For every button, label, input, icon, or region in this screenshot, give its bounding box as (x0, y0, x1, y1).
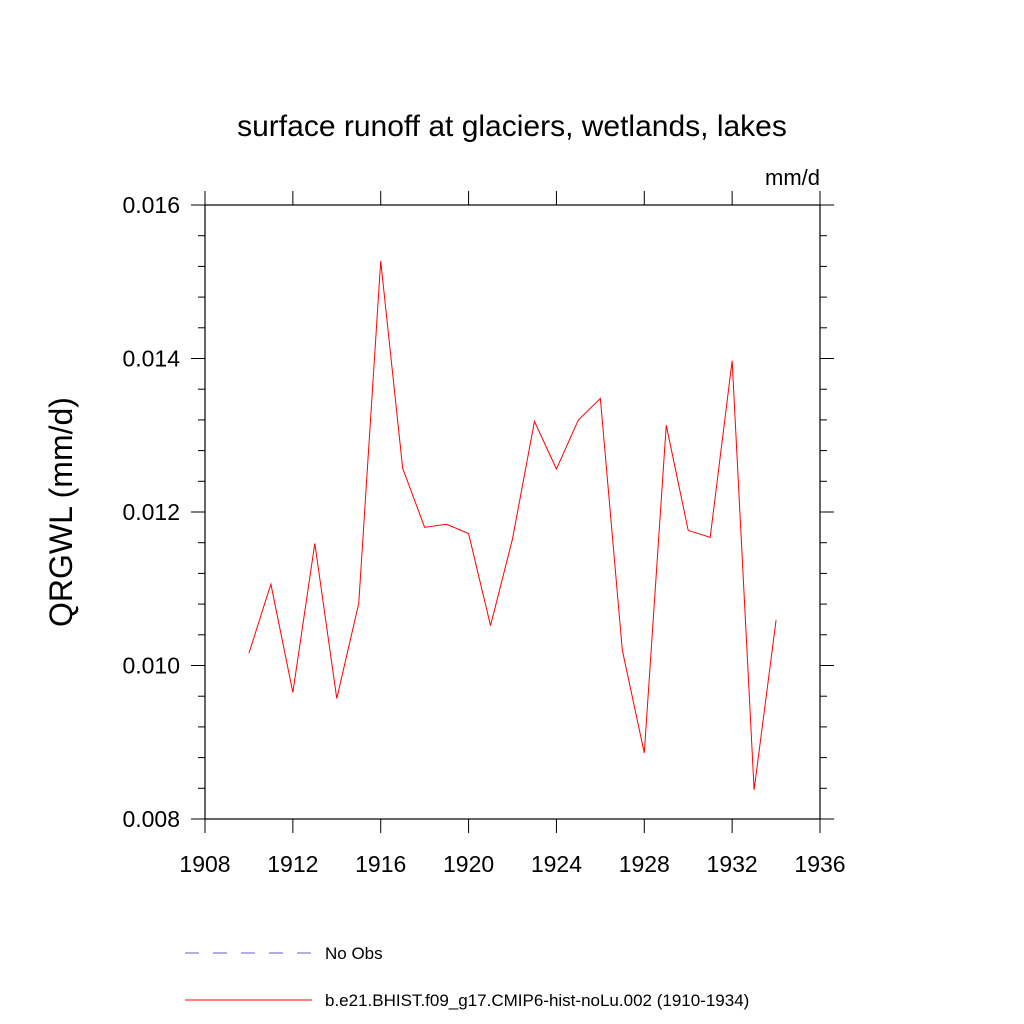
units-label: mm/d (765, 165, 820, 190)
y-tick-label: 0.016 (122, 192, 180, 218)
chart-title: surface runoff at glaciers, wetlands, la… (237, 110, 787, 143)
series-line-0 (248, 260, 777, 790)
y-tick-label: 0.012 (122, 499, 180, 525)
ticks: 1908 1912 1916 1920 1924 1928 1932 1936 0.008 0.0… (122, 191, 846, 877)
legend-label-model: b.e21.BHIST.f09_g17.CMIP6-hist-noLu.002 … (325, 991, 749, 1010)
x-tick-label: 1920 (443, 851, 494, 877)
y-tick-label: 0.008 (122, 806, 180, 832)
x-tick-label: 1916 (355, 851, 406, 877)
x-tick-label: 1912 (267, 851, 318, 877)
x-tick-label: 1908 (179, 851, 230, 877)
plot-frame (204, 204, 821, 820)
x-tick-label: 1928 (619, 851, 670, 877)
x-tick-label: 1924 (531, 851, 582, 877)
series-layer (248, 260, 777, 790)
legend-label-no-obs: No Obs (325, 944, 383, 963)
x-tick-label: 1936 (794, 851, 845, 877)
y-tick-label: 0.014 (122, 346, 180, 372)
x-tick-label: 1932 (707, 851, 758, 877)
y-tick-label: 0.010 (122, 653, 180, 679)
y-axis-label: QRGWL (mm/d) (43, 397, 79, 627)
legend: No Obs b.e21.BHIST.f09_g17.CMIP6-hist-no… (185, 944, 749, 1010)
